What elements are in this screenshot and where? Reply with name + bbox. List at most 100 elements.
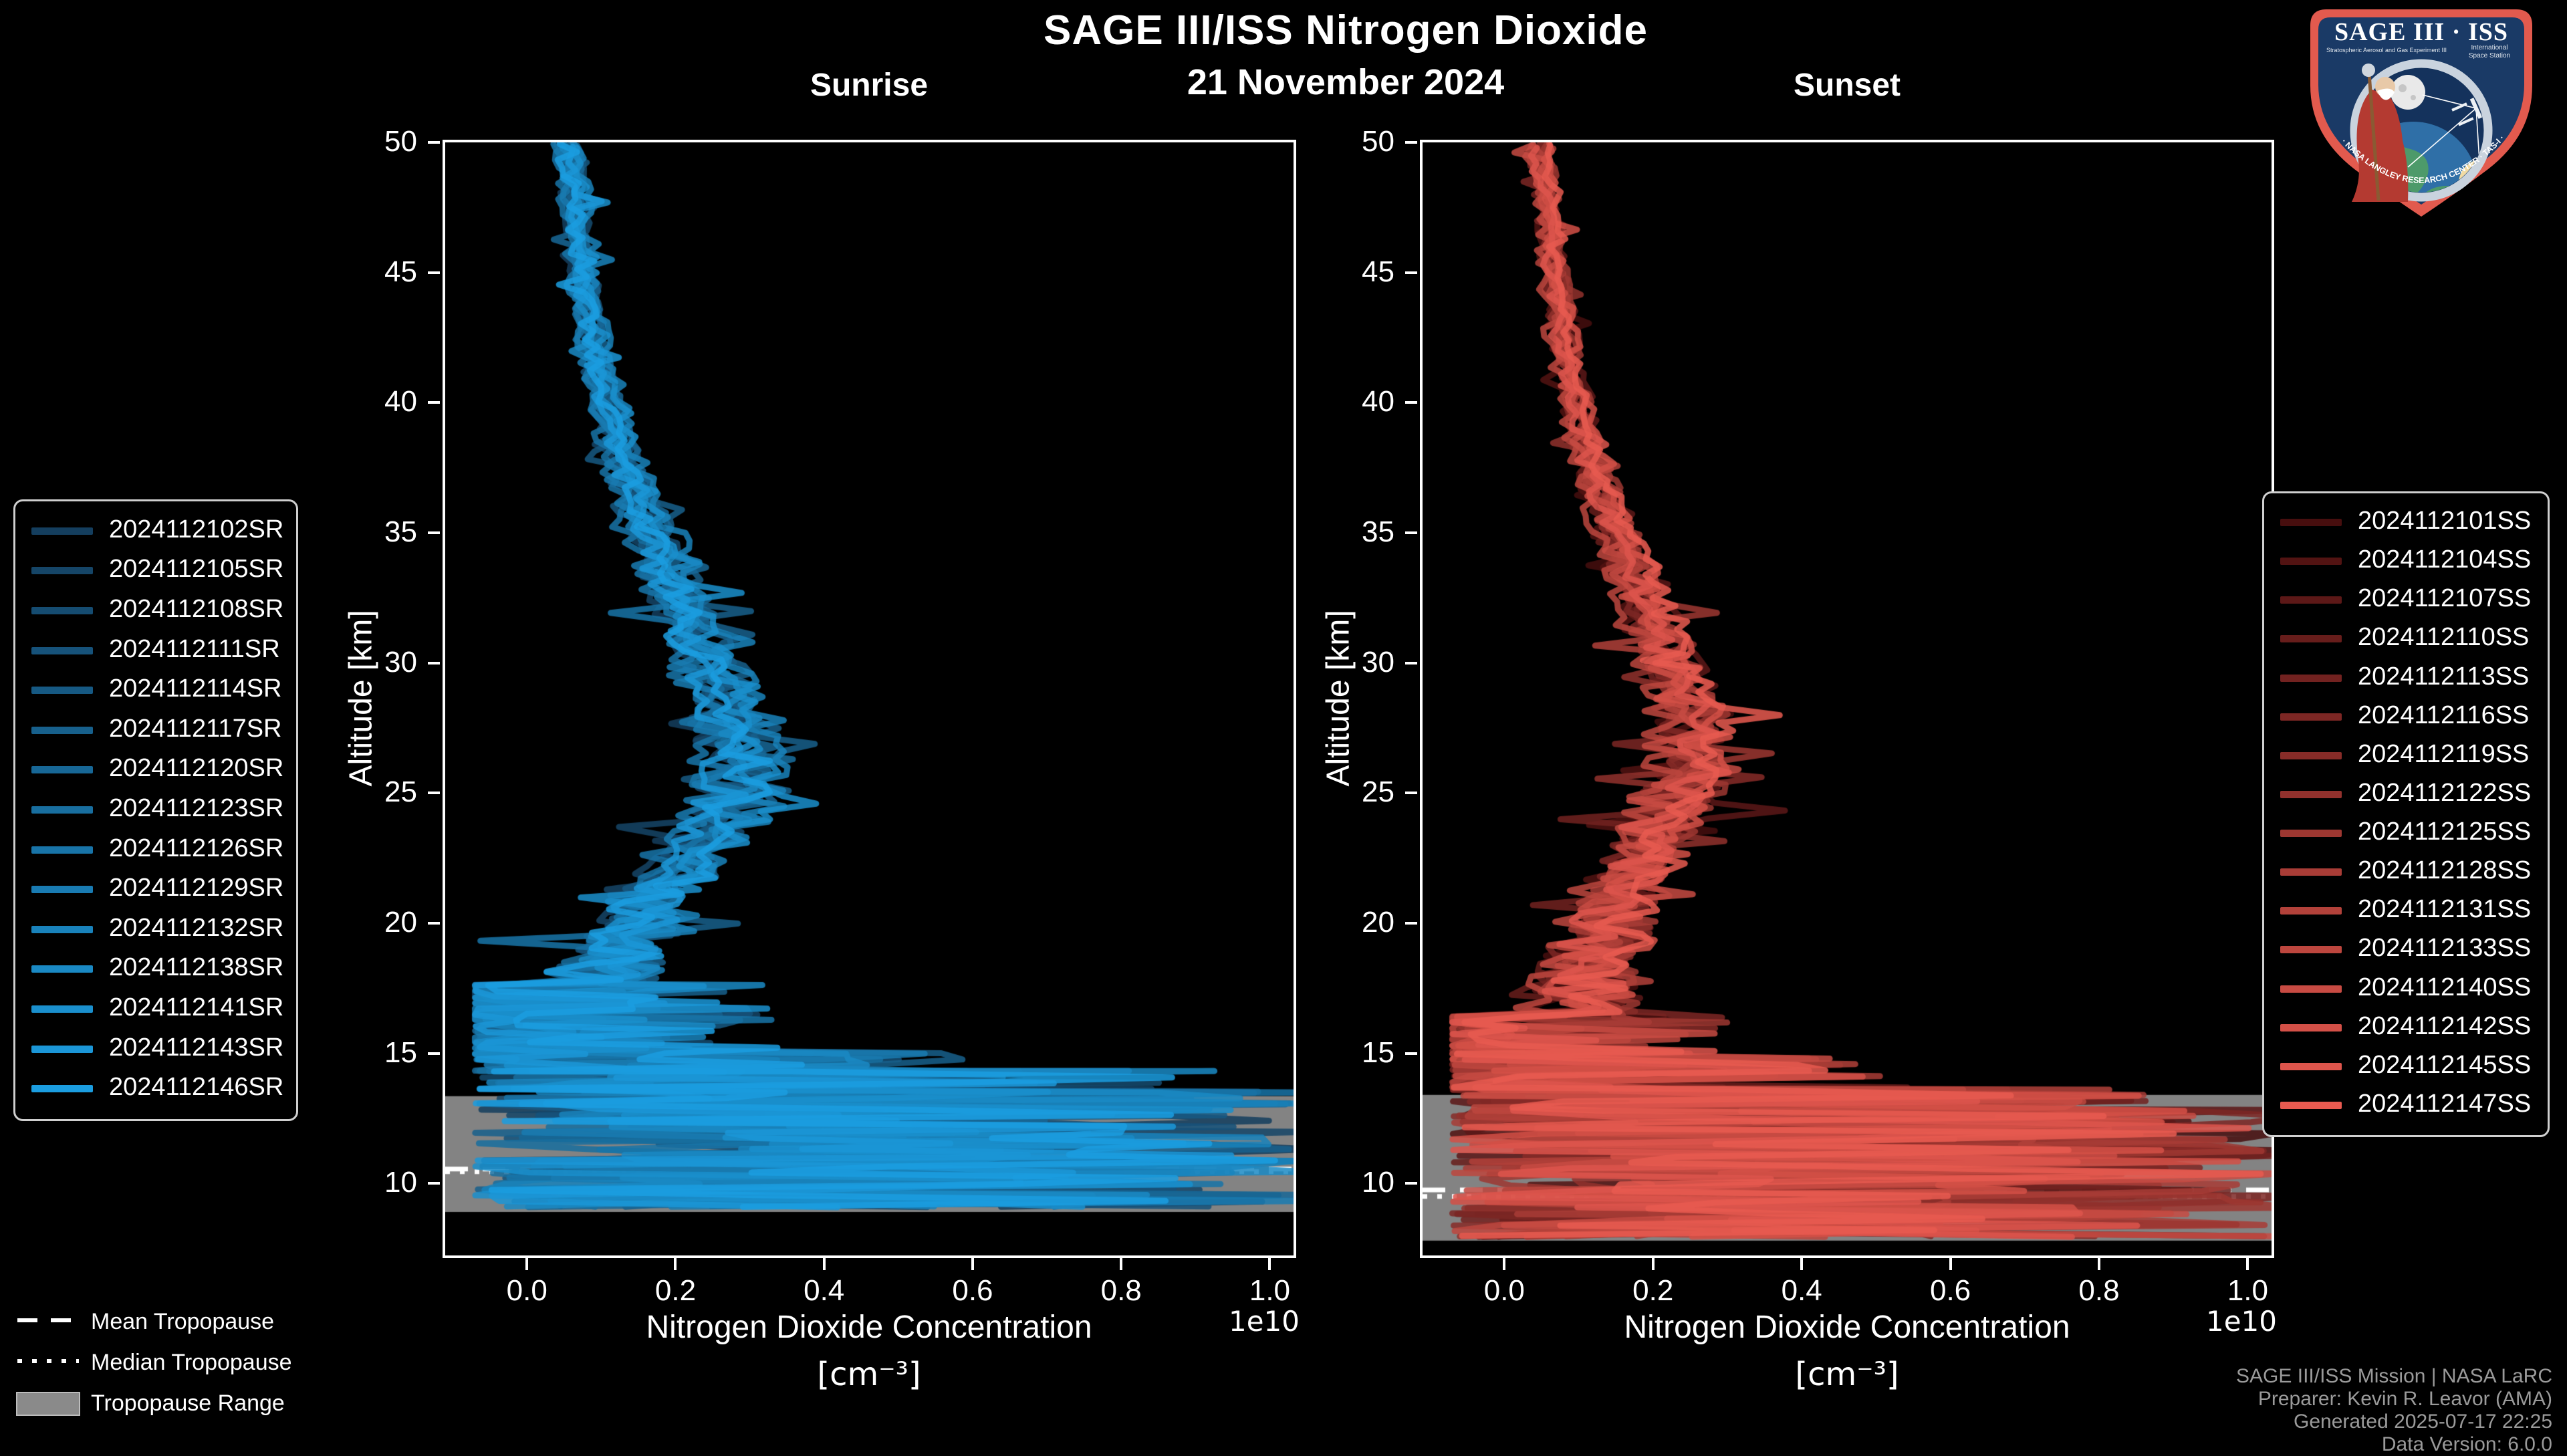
legend-entry-label: 2024112143SR [109,1033,284,1062]
panel-title-sunrise: Sunrise [810,68,929,103]
y-tick-label: 10 [1362,1166,1394,1199]
y-tick [1405,401,1417,404]
y-tick-label: 45 [1362,255,1394,288]
mean-tropopause-swatch [17,1318,79,1322]
y-tick [428,661,440,664]
x-tick [1800,1258,1804,1270]
legend-line-swatch [2280,558,2342,566]
legend-entry-label: 2024112132SR [109,913,284,942]
y-tick-label: 25 [1362,775,1394,809]
y-tick [428,1182,440,1185]
legend-entry-label: 2024112110SS [2358,623,2530,652]
legend-item: 2024112113SS [2264,659,2548,698]
x-tick-label: 0.4 [1781,1274,1822,1307]
x-tick-label: 0.6 [952,1274,993,1307]
x-tick [822,1258,826,1270]
y-tick [1405,921,1417,925]
sage-iss-logo: SAGE III · ISS Stratospheric Aerosol and… [2308,7,2532,217]
sunrise-xlabel: Nitrogen Dioxide Concentration [646,1310,1092,1345]
y-tick [1405,141,1417,144]
y-tick [428,1052,440,1055]
legend-item: 2024112108SR [15,591,296,631]
x-tick [1949,1258,1952,1270]
legend-item: 2024112116SS [2264,698,2548,737]
legend-entry-label: 2024112133SS [2358,934,2532,963]
legend-item: 2024112145SS [2264,1048,2548,1086]
attribution-line-4: Data Version: 6.0.0 [2381,1433,2552,1455]
legend-item: 2024112111SR [15,631,296,671]
legend-entry-label: 2024112123SR [109,794,284,822]
legend-entry-label: 2024112107SS [2358,584,2532,613]
chart-date: 21 November 2024 [1187,62,1505,102]
y-tick-label: 20 [384,905,417,939]
x-tick [525,1258,529,1270]
median-tropopause-swatch [17,1359,79,1363]
x-tick-label: 0.2 [1632,1274,1674,1307]
legend-item: 2024112122SS [2264,775,2548,814]
legend-item: 2024112140SS [2264,970,2548,1009]
legend-line-swatch [2280,1101,2342,1109]
legend-item: 2024112120SR [15,751,296,791]
legend-entry-label: 2024112140SS [2358,973,2532,1001]
y-tick-label: 30 [384,645,417,679]
legend-item: 2024112138SR [15,950,296,990]
y-tick-label: 15 [1362,1036,1394,1069]
legend-line-swatch [2280,1023,2342,1032]
y-tick [1405,531,1417,534]
legend-line-swatch [31,527,93,535]
legend-line-swatch [31,606,93,614]
tropopause-legend: Mean Tropopause Median Tropopause Tropopau… [0,1309,401,1423]
panel-title-sunset: Sunset [1793,68,1901,103]
legend-entry-label: 2024112102SR [109,515,284,543]
y-tick [428,141,440,144]
attribution-line-1: SAGE III/ISS Mission | NASA LaRC [2236,1365,2552,1387]
legend-line-swatch [31,965,93,973]
legend-entry-label: 2024112125SS [2358,818,2532,846]
legend-line-swatch [31,1005,93,1013]
legend-line-swatch [2280,751,2342,759]
page-title: SAGE III/ISS Nitrogen Dioxide [1043,7,1648,53]
x-tick-label: 1.0 [1249,1274,1291,1307]
logo-moon [2391,75,2425,110]
tropopause-legend-label: Tropopause Range [91,1390,285,1416]
legend-item: 2024112126SR [15,830,296,870]
y-tick-label: 25 [384,775,417,809]
legend-line-swatch [2280,596,2342,604]
y-tick [428,792,440,795]
x-tick-label: 0.0 [506,1274,547,1307]
logo-title: SAGE III · ISS [2334,18,2508,46]
y-tick [1405,1182,1417,1185]
sunset-xlabel: Nitrogen Dioxide Concentration [1624,1310,2070,1345]
logo-subtitle-right: International [2471,44,2508,51]
y-tick-label: 15 [384,1036,417,1069]
legend-item: 2024112119SS [2264,737,2548,775]
legend-entry-label: 2024112101SS [2358,507,2532,535]
legend-line-swatch [31,806,93,814]
legend-line-swatch [2280,790,2342,798]
sunset-plot-canvas [1423,142,2272,1255]
sunrise-plot-canvas [445,142,1294,1255]
legend-entry-label: 2024112111SR [109,634,280,663]
y-tick [1405,661,1417,664]
legend-item: 2024112147SS [2264,1086,2548,1125]
logo-beam-1 [2422,94,2477,109]
y-tick [1405,792,1417,795]
legend-entry-label: 2024112116SS [2358,701,2530,729]
y-tick-label: 40 [1362,385,1394,418]
legend-item: 2024112143SR [15,1029,296,1070]
legend-line-swatch [31,687,93,695]
legend-line-swatch [2280,713,2342,721]
x-tick-label: 0.2 [654,1274,697,1307]
sunset-axis-offset: 1e10 [2205,1305,2277,1338]
legend-item: 2024112125SS [2264,814,2548,853]
legend-item: 2024112123SR [15,790,296,830]
y-tick-label: 10 [384,1166,417,1199]
legend-item: 2024112102SR [15,511,296,552]
y-tick-label: 35 [1362,515,1394,548]
x-tick-label: 0.4 [804,1274,845,1307]
x-tick-label: 0.8 [2078,1274,2120,1307]
x-tick-label: 1.0 [2227,1274,2268,1307]
y-tick-label: 40 [384,385,417,418]
legend-entry-label: 2024112119SS [2358,739,2530,768]
legend-line-swatch [31,766,93,774]
